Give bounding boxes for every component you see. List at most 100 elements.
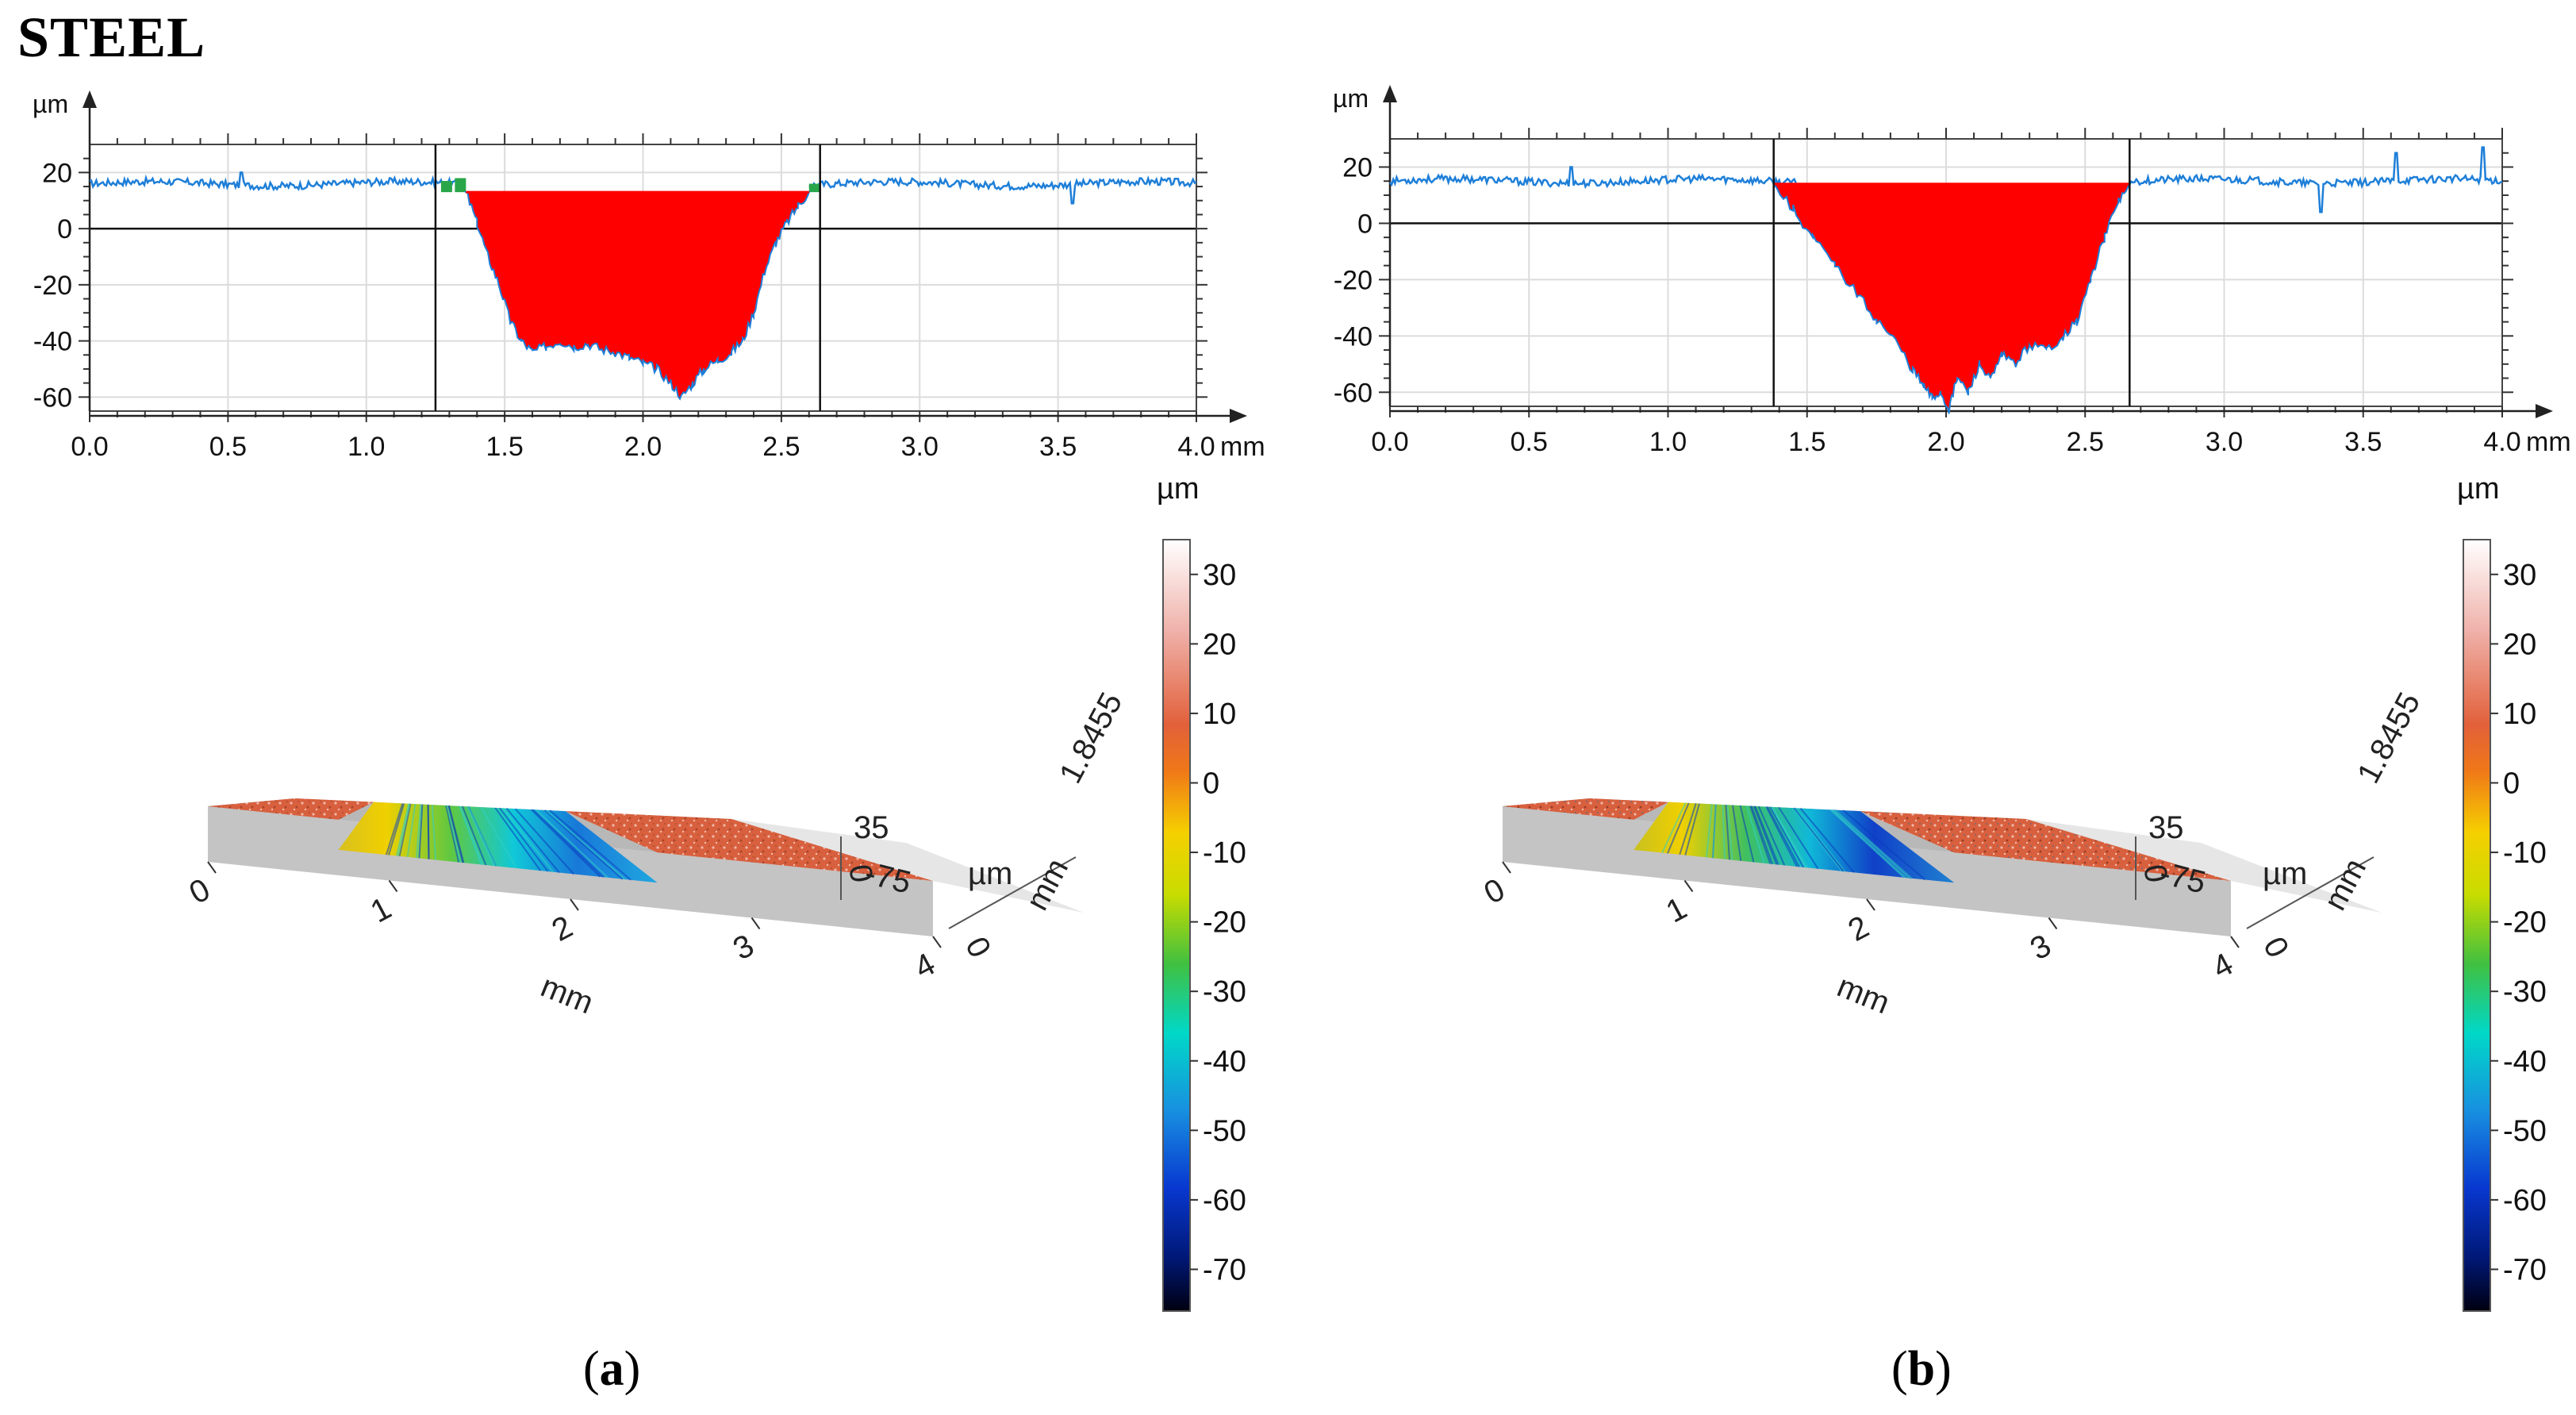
colorbar-tick-label: -70 — [1203, 1253, 1246, 1286]
colorbar-tick-label: 0 — [1203, 767, 1219, 800]
surface-groove-streak — [499, 807, 549, 872]
colorbar-tick-label: -10 — [1203, 836, 1246, 870]
profile-x-tick-label: 1.0 — [1649, 427, 1687, 457]
surface-groove-streak — [1757, 806, 1786, 866]
surface-y-axis — [948, 856, 1077, 929]
surface-groove-streak — [494, 807, 541, 871]
colorbar-tick-label: 0 — [2503, 767, 2520, 800]
surface-groove-streak — [1745, 806, 1765, 864]
surface-x-tick-label: 1 — [1660, 890, 1692, 929]
surface-x-tick — [1866, 898, 1875, 911]
profile-x-tick-label: 2.5 — [762, 432, 800, 462]
surface-x-tick — [570, 898, 579, 911]
surface-groove-streak — [1725, 805, 1731, 860]
surface-x-tick-label: 3 — [727, 928, 759, 967]
profile-line-left — [1389, 166, 1797, 190]
colorbar-tick-label: 20 — [2503, 628, 2536, 661]
profile-x-tick-label: 2.0 — [1927, 427, 1964, 457]
profile-x-tick-label: 0.5 — [1511, 427, 1548, 457]
profile-y-tick-label: -20 — [33, 271, 72, 301]
surface-x-tick — [1502, 861, 1511, 874]
surface-groove-streak — [461, 806, 487, 866]
surface-back-plate — [2026, 819, 2382, 913]
surface-groove-streak — [1722, 804, 1726, 859]
surface-groove-streak — [532, 809, 605, 878]
colorbar-tick-label: -20 — [2503, 906, 2547, 940]
panel-a: 0.0 0.5 1.0 1.5 2.0 2.5 3.0 3.5 4.0 mm 20 0 -20 -40 -6… — [33, 90, 1265, 1396]
profile-x-tick-label: 2.0 — [624, 432, 662, 462]
figure-title: STEEL — [17, 6, 206, 69]
profile-y-tick-label: -20 — [1334, 265, 1372, 295]
surface-groove-streak — [505, 807, 560, 874]
profile-x-tick-label: 0.5 — [209, 432, 247, 462]
colorbar-unit: µm — [1157, 472, 1200, 506]
profile-edge-bump — [808, 183, 820, 193]
surface-groove-streak — [459, 806, 482, 865]
profile-plot: 0.0 0.5 1.0 1.5 2.0 2.5 3.0 3.5 4.0 mm 20 0 -20 -40 -6… — [1333, 84, 2571, 457]
surface-x-tick-label: 2 — [547, 909, 578, 948]
colorbar-tick-label: 10 — [1203, 698, 1236, 731]
profile-x-tick-label: 3.5 — [2344, 427, 2382, 457]
surface-groove-streak — [397, 803, 411, 856]
colorbar-tick-label: -30 — [1203, 975, 1246, 1009]
surface-groove-streak — [1684, 803, 1700, 856]
profile-edge-bump — [440, 180, 452, 193]
profile-plot: 0.0 0.5 1.0 1.5 2.0 2.5 3.0 3.5 4.0 mm 20 0 -20 -40 -6… — [33, 90, 1265, 462]
surface-y-tick-label: 0 — [958, 932, 997, 963]
colorbar: µm 30 20 10 0 -10 -20 -30 -40 -50 -60 -70 — [1157, 472, 1246, 1312]
panel-b-svg: 0.0 0.5 1.0 1.5 2.0 2.5 3.0 3.5 4.0 mm200-20-40-6… — [1333, 84, 2571, 1312]
surface-groove-streak — [1712, 804, 1717, 859]
surface-flat-right — [1860, 811, 2231, 881]
surface-groove-streak — [418, 804, 424, 859]
colorbar-tick-label: -70 — [2503, 1253, 2547, 1286]
colorbar-tick-label: 20 — [1203, 628, 1236, 661]
panel-a-svg: 0.0 0.5 1.0 1.5 2.0 2.5 3.0 3.5 4.0 mm200-20-40-6… — [33, 90, 1265, 1312]
surface-groove-streak — [1726, 805, 1733, 860]
surface-groove-streak — [1799, 807, 1855, 874]
colorbar-tick-label: 30 — [1203, 559, 1236, 592]
profile-y-tick-label: 20 — [1342, 152, 1372, 183]
surface-groove-streak — [1765, 806, 1798, 867]
profile-y-tick-label: 20 — [42, 158, 72, 188]
profile-x-tick-label: 0.0 — [71, 432, 108, 462]
colorbar-gradient — [2463, 539, 2491, 1312]
surface-back-plate — [731, 819, 1084, 913]
colorbar-tick-label: -50 — [2503, 1114, 2547, 1148]
surface-x-tick — [388, 879, 398, 893]
colorbar-tick-label: 10 — [2503, 698, 2536, 731]
surface-x-tick-label: 3 — [2025, 928, 2056, 967]
profile-x-arrow — [1230, 409, 1247, 423]
surface-groove-streak — [1754, 806, 1779, 865]
surface-groove-streak — [1834, 809, 1913, 879]
surface-groove-streak — [1661, 802, 1687, 854]
colorbar-tick-label: 30 — [2503, 559, 2536, 592]
surface-x-tick — [932, 936, 942, 948]
surface-x-tick-label: 1 — [365, 890, 397, 929]
profile-y-arrow — [83, 90, 97, 108]
surface-groove-streak — [502, 807, 555, 873]
surface-groove — [1634, 802, 1955, 883]
surface-x-tick — [2048, 917, 2058, 930]
surface-y-axis — [2246, 856, 2374, 929]
colorbar-tick-label: -40 — [2503, 1045, 2547, 1079]
colorbar-tick-label: -50 — [1203, 1114, 1246, 1148]
colorbar-tick-label: -20 — [1203, 906, 1246, 940]
surface-z-axis-label: µm — [2263, 856, 2307, 891]
surface-flat-left — [1503, 798, 1668, 820]
colorbar-tick-label: -10 — [2503, 836, 2547, 870]
surface-groove-streak — [387, 803, 405, 856]
profile-x-tick-label: 1.5 — [486, 432, 523, 462]
surface-groove-streak — [446, 805, 462, 863]
surface-groove-streak — [1705, 804, 1713, 858]
surface-groove-streak — [398, 803, 412, 857]
surface-z-axis-label: µm — [968, 856, 1012, 891]
surface-x-tick-label: 0 — [1479, 872, 1511, 911]
surface-groove-streak — [1770, 806, 1806, 868]
profile-x-unit: mm — [2526, 427, 2571, 457]
surface-groove-streak — [1749, 806, 1772, 864]
panel-b: 0.0 0.5 1.0 1.5 2.0 2.5 3.0 3.5 4.0 mm 20 0 -20 -40 -6… — [1288, 0, 2576, 1415]
surface-groove-streak — [1769, 806, 1805, 868]
profile-y-tick-label: -60 — [1334, 378, 1372, 408]
colorbar-tick-label: -60 — [1203, 1184, 1246, 1217]
